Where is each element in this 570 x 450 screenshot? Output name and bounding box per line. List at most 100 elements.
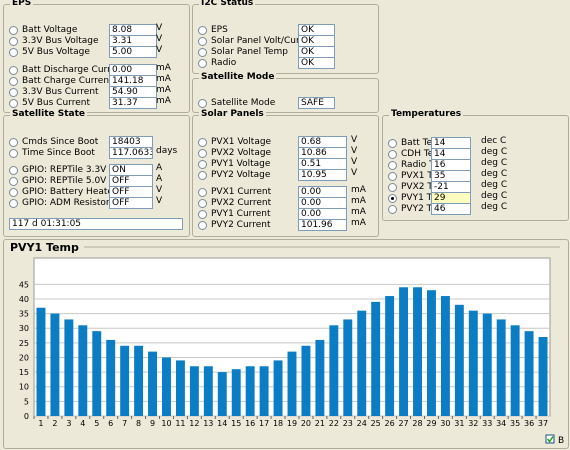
y-tick-label: 35 bbox=[19, 310, 29, 319]
radio-button[interactable] bbox=[388, 161, 397, 170]
field-label: Solar Panel Volt/Curr bbox=[211, 36, 304, 46]
x-tick-label: 18 bbox=[273, 419, 283, 428]
checkbox-label: B bbox=[558, 436, 564, 446]
bar bbox=[385, 296, 395, 416]
field-label: PVY2 Current bbox=[211, 220, 271, 230]
field-label: PVX2 Current bbox=[211, 198, 272, 208]
radio-button[interactable] bbox=[9, 99, 18, 108]
x-tick-label: 26 bbox=[385, 419, 395, 428]
radio-button[interactable] bbox=[388, 194, 397, 203]
bar bbox=[217, 372, 227, 416]
bar bbox=[301, 345, 311, 416]
x-tick-label: 13 bbox=[203, 419, 213, 428]
x-tick-label: 33 bbox=[482, 419, 492, 428]
bar bbox=[92, 331, 102, 416]
bar bbox=[64, 319, 74, 416]
x-tick-label: 34 bbox=[496, 419, 506, 428]
x-tick-label: 11 bbox=[175, 419, 185, 428]
x-tick-label: 2 bbox=[52, 419, 57, 428]
radio-button[interactable] bbox=[198, 149, 207, 158]
unit-label: deg C bbox=[481, 169, 508, 179]
x-tick-label: 5 bbox=[94, 419, 99, 428]
x-tick-label: 21 bbox=[315, 419, 325, 428]
field-label: Batt Discharge Current bbox=[22, 65, 126, 75]
radio-button[interactable] bbox=[198, 48, 207, 57]
radio-button[interactable] bbox=[9, 77, 18, 86]
bar bbox=[510, 325, 520, 416]
field-label: Time Since Boot bbox=[22, 148, 95, 158]
unit-label: V bbox=[156, 34, 163, 44]
x-tick-label: 17 bbox=[259, 419, 269, 428]
x-tick-label: 7 bbox=[122, 419, 127, 428]
x-tick-label: 14 bbox=[217, 419, 227, 428]
field-label: PVY1 Voltage bbox=[211, 159, 271, 169]
radio-button[interactable] bbox=[198, 210, 207, 219]
radio-button[interactable] bbox=[9, 37, 18, 46]
radio-button[interactable] bbox=[198, 59, 207, 68]
bar bbox=[175, 360, 185, 416]
radio-button[interactable] bbox=[9, 199, 18, 208]
value-box: 10.95 bbox=[298, 169, 347, 181]
field-label: PVX1 Voltage bbox=[211, 137, 272, 147]
bar bbox=[203, 366, 213, 416]
unit-label: V bbox=[351, 168, 358, 178]
radio-button[interactable] bbox=[9, 149, 18, 158]
radio-button[interactable] bbox=[388, 150, 397, 159]
x-tick-label: 19 bbox=[287, 419, 297, 428]
radio-button[interactable] bbox=[198, 188, 207, 197]
radio-button[interactable] bbox=[9, 166, 18, 175]
radio-button[interactable] bbox=[198, 171, 207, 180]
x-tick-label: 15 bbox=[231, 419, 241, 428]
radio-button[interactable] bbox=[9, 188, 18, 197]
radio-button[interactable] bbox=[198, 99, 207, 108]
radio-button[interactable] bbox=[198, 199, 207, 208]
radio-button[interactable] bbox=[388, 205, 397, 214]
unit-label: mA bbox=[351, 207, 366, 217]
unit-label: V bbox=[351, 157, 358, 167]
unit-label: V bbox=[351, 135, 358, 145]
field-label: Batt Voltage bbox=[22, 25, 78, 35]
bar bbox=[259, 366, 269, 416]
y-tick-label: 15 bbox=[19, 368, 29, 377]
bar bbox=[538, 337, 548, 416]
radio-button[interactable] bbox=[388, 139, 397, 148]
x-tick-label: 32 bbox=[468, 419, 478, 428]
unit-label: deg C bbox=[481, 147, 508, 157]
radio-button[interactable] bbox=[198, 26, 207, 35]
unit-label: deg C bbox=[481, 158, 508, 168]
radio-button[interactable] bbox=[198, 160, 207, 169]
radio-button[interactable] bbox=[198, 221, 207, 230]
field-label: 3.3V Bus Current bbox=[22, 87, 99, 97]
field-label: PVX1 Temp bbox=[401, 171, 452, 181]
radio-button[interactable] bbox=[9, 177, 18, 186]
radio-button[interactable] bbox=[198, 138, 207, 147]
unit-label: mA bbox=[156, 63, 171, 73]
field-label: PVY2 Voltage bbox=[211, 170, 271, 180]
value-box: 46 bbox=[431, 203, 471, 215]
radio-button[interactable] bbox=[9, 26, 18, 35]
y-tick-label: 5 bbox=[24, 397, 29, 406]
radio-button[interactable] bbox=[198, 37, 207, 46]
radio-button[interactable] bbox=[9, 66, 18, 75]
radio-button[interactable] bbox=[388, 172, 397, 181]
unit-label: V bbox=[351, 146, 358, 156]
value-box: 117.0633 bbox=[109, 147, 153, 159]
group-box: Satellite State Cmds Since Boot 18403 Time … bbox=[3, 109, 190, 237]
field-label: Cmds Since Boot bbox=[22, 137, 99, 147]
value-box: 35 bbox=[431, 170, 471, 182]
x-tick-label: 36 bbox=[524, 419, 534, 428]
bar bbox=[245, 366, 255, 416]
unit-label: days bbox=[156, 146, 178, 156]
x-tick-label: 8 bbox=[136, 419, 141, 428]
unit-label: deg C bbox=[481, 180, 508, 190]
x-tick-label: 4 bbox=[80, 419, 85, 428]
radio-button[interactable] bbox=[9, 48, 18, 57]
field-label: CDH Temp bbox=[401, 149, 448, 159]
bar bbox=[371, 301, 381, 416]
field-label: PVY2 Temp bbox=[401, 204, 451, 214]
radio-button[interactable] bbox=[388, 183, 397, 192]
y-tick-label: 30 bbox=[19, 324, 29, 333]
radio-button[interactable] bbox=[9, 138, 18, 147]
radio-button[interactable] bbox=[9, 88, 18, 97]
